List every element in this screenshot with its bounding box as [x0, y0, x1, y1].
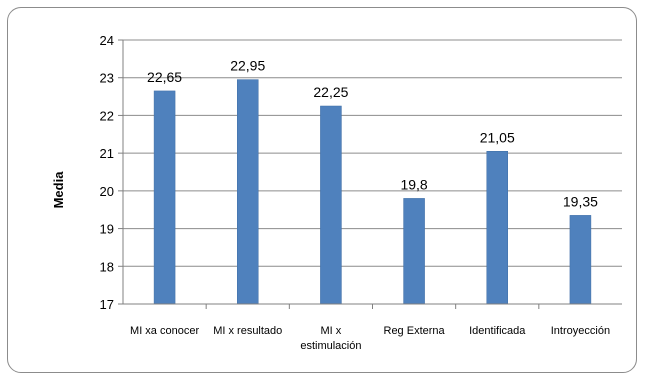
category-label: Reg Externa: [384, 325, 446, 337]
category-label: estimulación: [300, 340, 361, 352]
bar: [237, 79, 259, 305]
data-label: 21,05: [480, 129, 515, 145]
data-labels: 22,65 22,95 22,25 19,8 21,05 19,35: [147, 58, 598, 210]
y-tick-label: 19: [100, 222, 114, 237]
y-tick-label: 23: [100, 71, 114, 86]
data-label: 19,35: [563, 193, 598, 209]
y-tick-label: 20: [100, 184, 114, 199]
category-label: Identificada: [469, 325, 526, 337]
data-label: 19,8: [400, 176, 427, 192]
category-label: MI x: [321, 325, 342, 337]
category-labels: MI xa conocer MI x resultado MI x estimulac…: [130, 325, 610, 352]
bar: [403, 198, 425, 305]
bars: [153, 79, 592, 305]
category-label: Introyección: [551, 325, 610, 337]
data-label: 22,95: [230, 58, 265, 74]
y-tick-label: 21: [100, 146, 114, 161]
category-label: MI xa conocer: [130, 325, 199, 337]
y-tick-label: 22: [100, 108, 114, 123]
bar: [569, 215, 592, 305]
y-tick-labels: 17 18 19 20 21 22 23 24: [100, 33, 114, 312]
y-tick-label: 17: [100, 297, 114, 312]
data-label: 22,25: [313, 84, 348, 100]
y-axis-label: Media: [51, 171, 66, 209]
bar: [153, 90, 176, 305]
data-label: 22,65: [147, 69, 182, 85]
y-tick-label: 18: [100, 259, 114, 274]
category-label: MI x resultado: [213, 325, 282, 337]
gridlines: [118, 39, 622, 309]
bar: [486, 151, 508, 305]
y-tick-label: 24: [100, 33, 114, 48]
bar: [320, 105, 342, 305]
